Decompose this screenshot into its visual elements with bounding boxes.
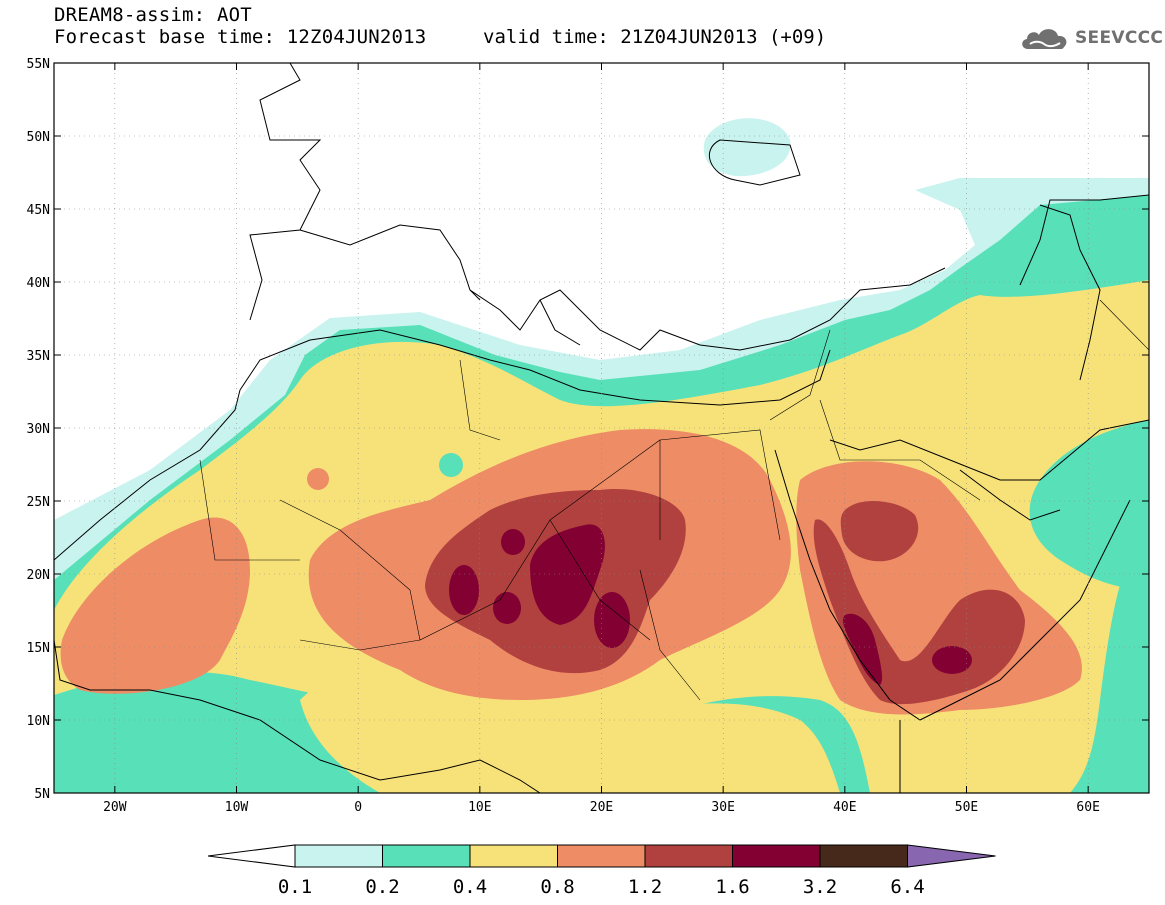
aot-band-0.4-sahel-inner (300, 669, 840, 793)
colorbar-swatch (644, 844, 733, 868)
coastlines (54, 63, 1149, 793)
lat-tick-label: 20N (27, 568, 50, 583)
aot-spot-0.8 (307, 468, 329, 490)
valid-time: valid time: 21Z04JUN2013 (+09) (483, 26, 827, 48)
lat-tick-label: 40N (27, 276, 50, 291)
aot-band-0.8-west (60, 517, 250, 694)
lon-tick-label: 40E (833, 800, 856, 815)
aot-band-1.6-c (493, 592, 521, 624)
lat-tick-label: 25N (27, 495, 50, 510)
colorbar-label: 6.4 (890, 876, 924, 898)
colorbar-label: 1.6 (715, 876, 749, 898)
colorbar-label: 0.1 (278, 876, 312, 898)
colorbar-swatch (294, 844, 383, 868)
lat-tick-label: 5N (34, 787, 50, 802)
axes: 55N 50N 45N 40N 35N 30N 25N 20N 15N 10N 5N 20W 10W 0 1… (27, 57, 1149, 815)
colorbar-swatch (469, 844, 558, 868)
lat-tick-label: 30N (27, 422, 50, 437)
lon-tick-label: 60E (1076, 800, 1099, 815)
aot-band-1.6-red-sea (842, 613, 883, 685)
lat-tick-label: 45N (27, 203, 50, 218)
lon-tick-label: 50E (955, 800, 978, 815)
colorbar: 0.1 0.2 0.4 0.8 1.2 1.6 3.2 6.4 (207, 844, 996, 898)
colorbar-under-arrow (207, 844, 296, 868)
colorbar-swatch (819, 844, 908, 868)
map-frame (53, 62, 1150, 794)
colorbar-swatch (732, 844, 821, 868)
lon-tick-label: 20W (103, 800, 127, 815)
aot-band-1.6-e (594, 592, 630, 648)
aot-spot-0.2 (439, 453, 463, 477)
lon-tick-label: 0 (354, 800, 362, 815)
lat-tick-label: 15N (27, 641, 50, 656)
aot-band-1.6-b (449, 565, 479, 615)
aot-contours (54, 63, 1149, 793)
lat-tick-label: 35N (27, 349, 50, 364)
colorbar-swatch (557, 844, 646, 868)
aot-band-1.6-d (501, 529, 525, 555)
aot-band-1.6-a (530, 524, 605, 625)
aot-band-1.6-yemen (932, 646, 972, 674)
colorbar-label: 0.8 (540, 876, 574, 898)
cloud-icon (1022, 29, 1067, 49)
lon-tick-label: 20E (590, 800, 613, 815)
aot-band-1.2-arabia-north (840, 500, 919, 562)
lon-tick-label: 10E (468, 800, 491, 815)
lat-tick-label: 10N (27, 714, 50, 729)
lat-tick-label: 55N (27, 57, 50, 72)
colorbar-over-arrow (907, 844, 996, 868)
grid-lines (54, 62, 1149, 794)
colorbar-label: 3.2 (803, 876, 837, 898)
colorbar-label: 0.4 (453, 876, 487, 898)
logo-text: SEEVCCC (1075, 28, 1164, 48)
lon-tick-label: 30E (711, 800, 734, 815)
colorbar-label: 0.2 (365, 876, 399, 898)
aot-band-0.4-arabia (989, 296, 1149, 435)
seevccc-logo: SEEVCCC (1018, 22, 1163, 54)
country-borders (199, 299, 1149, 701)
aot-band-0.2-gulf (1029, 420, 1149, 590)
lat-tick-label: 50N (27, 130, 50, 145)
map-title: DREAM8-assim: AOT (54, 4, 252, 26)
colorbar-swatch (382, 844, 471, 868)
aot-band-0.1-black-sea (703, 118, 791, 177)
lon-tick-label: 10W (225, 800, 249, 815)
forecast-base-time: Forecast base time: 12Z04JUN2013 (54, 26, 427, 48)
colorbar-label: 1.2 (628, 876, 662, 898)
